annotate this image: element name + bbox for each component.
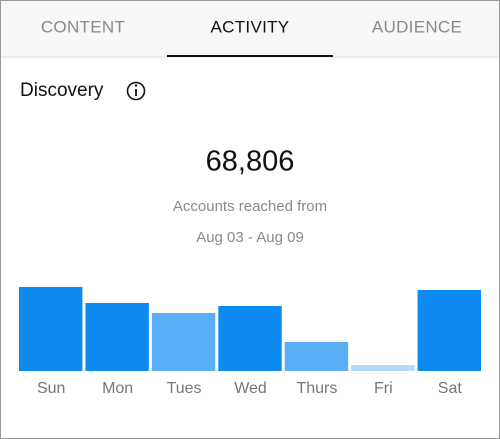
bar <box>284 342 349 371</box>
x-tick-label: Thurs <box>296 380 337 397</box>
x-tick-label: Mon <box>102 380 133 397</box>
tab[interactable]: AUDIENCE <box>372 17 462 36</box>
metric: 68,806 <box>206 146 295 178</box>
info-icon[interactable] <box>126 81 146 101</box>
tab[interactable]: CONTENT <box>41 17 125 36</box>
bar <box>85 303 149 371</box>
caption: Accounts reached from <box>173 198 327 215</box>
bar <box>417 290 481 371</box>
bar <box>351 365 415 371</box>
x-tick-label: Wed <box>234 380 267 397</box>
x-tick-label: Fri <box>374 380 393 397</box>
x-tick-label: Tues <box>167 380 202 397</box>
bar <box>19 287 83 371</box>
date-range: Aug 03 - Aug 09 <box>196 229 304 246</box>
x-tick-label: Sat <box>438 380 463 397</box>
info-dot <box>134 84 138 87</box>
x-tick-label: Sun <box>37 380 65 397</box>
tab-bar <box>1 1 499 57</box>
info-circle <box>126 81 146 101</box>
bar <box>218 306 282 371</box>
bar <box>151 313 216 371</box>
tab[interactable]: ACTIVITY <box>211 17 290 36</box>
section-title: Discovery <box>20 80 104 101</box>
chart: Sun Mon Tues Wed Thurs Fri Sat <box>19 287 481 397</box>
